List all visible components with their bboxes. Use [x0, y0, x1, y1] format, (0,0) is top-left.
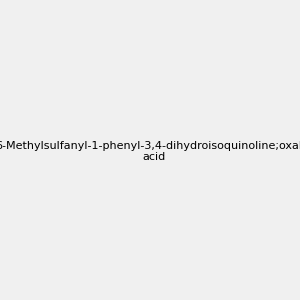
- Text: 6-Methylsulfanyl-1-phenyl-3,4-dihydroisoquinoline;oxalic acid: 6-Methylsulfanyl-1-phenyl-3,4-dihydroiso…: [0, 141, 300, 162]
